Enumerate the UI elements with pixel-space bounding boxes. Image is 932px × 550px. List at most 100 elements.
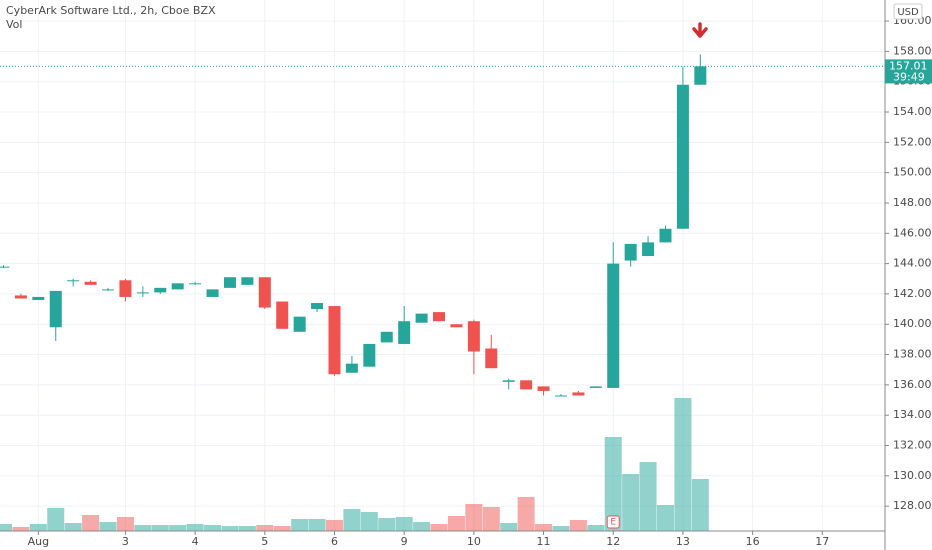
candle-body: [136, 292, 149, 294]
y-tick-label: 158.00: [893, 44, 932, 57]
volume-bar: [47, 508, 65, 531]
volume-bar: [604, 437, 622, 531]
candle-body: [258, 277, 271, 308]
candle-body: [502, 380, 515, 382]
candle-body: [49, 290, 62, 328]
y-tick-label: 138.00: [893, 348, 932, 361]
x-tick-label: 16: [746, 535, 760, 548]
candle-body: [415, 313, 428, 323]
volume-bar: [552, 526, 570, 531]
candle-body: [537, 386, 550, 391]
x-tick-label: 4: [192, 535, 199, 548]
volume-bar: [0, 524, 12, 531]
earnings-marker: [606, 515, 620, 529]
candle-body: [380, 331, 393, 343]
y-tick-label: 152.00: [893, 135, 932, 148]
candle-body: [293, 316, 306, 332]
volume-bar: [221, 526, 239, 531]
grid: [0, 0, 885, 531]
volume-bar: [569, 520, 587, 531]
candle-body: [624, 243, 637, 261]
currency-box[interactable]: [893, 3, 923, 20]
volume-bar: [99, 522, 117, 531]
candle-body: [32, 296, 45, 300]
x-tick-label: Aug: [28, 535, 49, 548]
candle-body: [206, 289, 219, 297]
candle-body: [659, 228, 672, 243]
volume-bar: [256, 525, 274, 531]
candle-body: [520, 380, 533, 390]
volume-bar: [29, 524, 47, 531]
volume-bar: [169, 525, 187, 531]
volume-bar: [291, 519, 309, 531]
volume-bar: [151, 525, 169, 531]
volume-bar: [622, 474, 640, 531]
candle-body: [311, 303, 324, 310]
candle-body: [102, 289, 115, 291]
volume-bar: [447, 516, 465, 531]
currency[interactable]: USD: [897, 7, 919, 18]
volume-bar: [308, 519, 326, 531]
x-tick-label: 9: [401, 535, 408, 548]
volume-bar: [134, 525, 152, 531]
candle-body: [589, 386, 602, 388]
earnings-label: E: [610, 518, 616, 528]
candle-body: [642, 242, 655, 257]
x-tick-label: 6: [331, 535, 338, 548]
volume-bar: [482, 507, 500, 531]
candle-layer: E: [0, 54, 885, 529]
x-tick-label: 10: [467, 535, 481, 548]
candle-body: [467, 321, 480, 352]
volume-bar: [186, 524, 204, 531]
volume-bar: [395, 517, 413, 531]
volume-bar: [325, 520, 343, 531]
countdown-label: 39:49: [893, 70, 925, 83]
candle-body: [276, 301, 289, 329]
candle-body: [676, 84, 689, 229]
candle-body: [345, 363, 358, 373]
candle-body: [14, 295, 27, 299]
candle-body: [363, 343, 376, 367]
candle-body: [189, 283, 202, 285]
candle-body: [554, 395, 567, 397]
volume-bar: [413, 522, 431, 531]
y-tick-label: 142.00: [893, 287, 932, 300]
y-tick-label: 146.00: [893, 226, 932, 239]
y-tick-label: 154.00: [893, 105, 932, 118]
y-tick-label: 128.00: [893, 499, 932, 512]
volume-bar: [273, 526, 291, 531]
candle-body: [607, 263, 620, 388]
x-tick-label: 5: [261, 535, 268, 548]
y-tick-label: 150.00: [893, 166, 932, 179]
volume-bar: [204, 525, 222, 531]
volume-bar: [82, 515, 100, 531]
volume-bar: [12, 527, 30, 531]
x-tick-label: 3: [122, 535, 129, 548]
volume-bar: [116, 517, 134, 531]
candle-body: [572, 392, 585, 396]
volume-legend: Vol: [6, 18, 22, 31]
volume-layer: [0, 398, 709, 531]
volume-bar: [500, 523, 518, 531]
volume-bar: [360, 512, 378, 531]
x-tick-label: 11: [537, 535, 551, 548]
last-price-box: [885, 59, 932, 84]
candle-body: [328, 306, 341, 375]
volume-bar: [343, 509, 361, 531]
y-tick-label: 140.00: [893, 317, 932, 330]
y-tick-label: 130.00: [893, 469, 932, 482]
volume-bar: [465, 504, 483, 531]
volume-bar: [64, 523, 82, 531]
volume-bar: [639, 462, 657, 531]
candle-body: [67, 280, 80, 282]
candle-body: [450, 324, 463, 328]
volume-bar: [674, 398, 692, 531]
chart-title: CyberArk Software Ltd., 2h, Cboe BZX: [6, 4, 216, 17]
y-tick-label: 144.00: [893, 257, 932, 270]
x-tick-label: 12: [606, 535, 620, 548]
volume-bar: [378, 518, 396, 531]
arrow-annotation: [692, 22, 708, 38]
y-tick-label: 148.00: [893, 196, 932, 209]
candle-body: [485, 348, 498, 369]
